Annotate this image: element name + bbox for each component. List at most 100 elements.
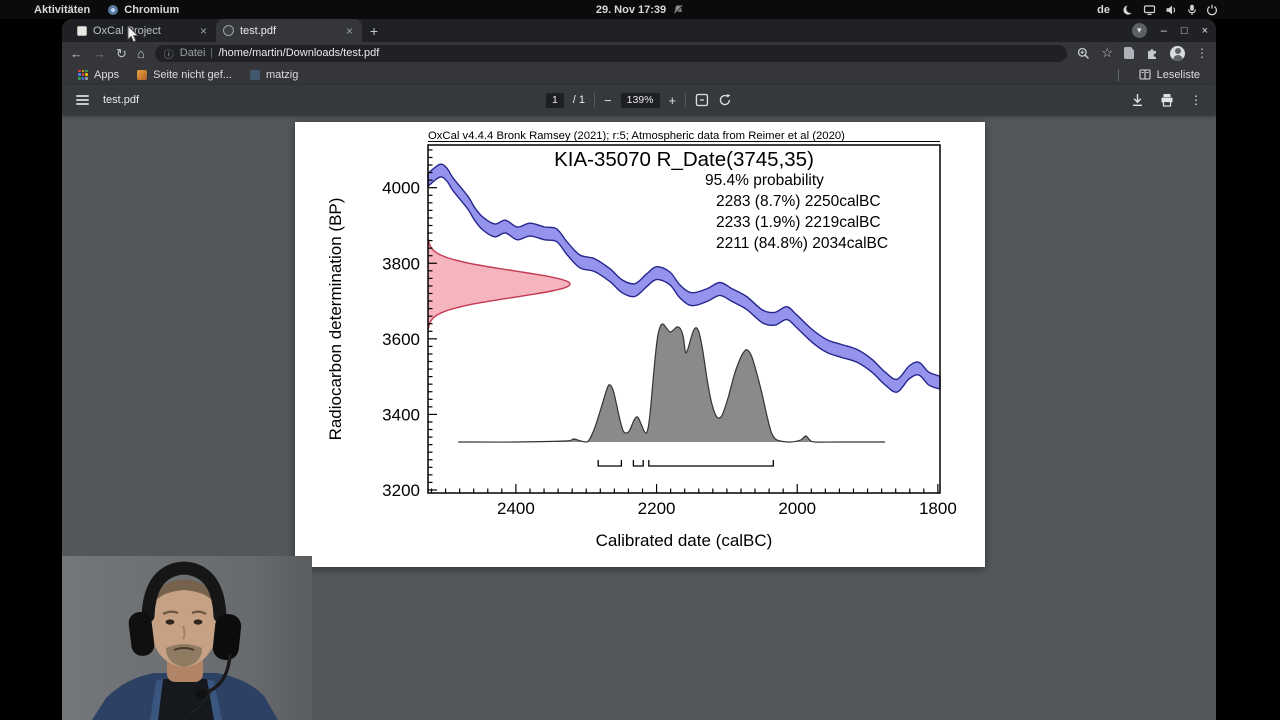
minimize-button[interactable]: – — [1160, 24, 1167, 37]
pdf-more-options-icon[interactable]: ⋮ — [1190, 93, 1202, 107]
apps-label: Apps — [94, 68, 120, 81]
gnome-top-bar: Aktivitäten Chromium 29. Nov 17:39 de — [0, 0, 1280, 19]
reading-list-label: Leseliste — [1156, 68, 1200, 81]
chromium-icon — [108, 4, 119, 15]
svg-text:1800: 1800 — [919, 499, 957, 518]
home-button[interactable]: ⌂ — [136, 45, 145, 61]
webcam-overlay — [62, 556, 312, 720]
svg-text:3200: 3200 — [382, 481, 420, 500]
tab-title: OxCal Project — [93, 24, 161, 37]
svg-text:4000: 4000 — [382, 179, 420, 198]
svg-text:95.4% probability: 95.4% probability — [705, 172, 824, 189]
pdf-toolbar: test.pdf 1 / 1 − 139% + — [62, 85, 1216, 115]
browser-menu-icon[interactable]: ⋮ — [1196, 46, 1208, 60]
download-icon[interactable] — [1131, 93, 1144, 107]
pdf-file-name: test.pdf — [103, 94, 140, 106]
clock-text: 29. Nov 17:39 — [595, 3, 667, 16]
bookmark-item-1[interactable]: Seite nicht gef... — [131, 69, 238, 81]
profile-avatar[interactable] — [1170, 45, 1185, 61]
activities-button[interactable]: Aktivitäten — [34, 3, 91, 16]
apps-shortcut[interactable]: Apps — [72, 69, 125, 81]
svg-text:KIA-35070 R_Date(3745,35): KIA-35070 R_Date(3745,35) — [554, 148, 814, 171]
oxcal-favicon — [77, 25, 87, 36]
oxcal-chart: OxCal v4.4.4 Bronk Ramsey (2021); r:5; A… — [326, 130, 957, 550]
tab-oxcal-project[interactable]: OxCal Project × — [70, 19, 216, 42]
svg-text:2000: 2000 — [778, 499, 816, 518]
bookmark-label: Seite nicht gef... — [153, 68, 232, 81]
back-button[interactable]: ← — [70, 45, 83, 61]
tab-strip: OxCal Project × test.pdf × + ▾ – □ × — [62, 19, 1216, 42]
page-count-label: / 1 — [572, 94, 586, 106]
url-separator — [211, 48, 213, 58]
svg-text:2211 (84.8%) 2034calBC: 2211 (84.8%) 2034calBC — [716, 235, 888, 252]
reload-button[interactable]: ↻ — [116, 45, 127, 61]
microphone-icon — [1188, 4, 1196, 15]
system-status-area[interactable] — [1122, 3, 1218, 16]
reading-list-button[interactable]: Leseliste — [1133, 69, 1206, 81]
svg-text:OxCal v4.4.4 Bronk Ramsey (202: OxCal v4.4.4 Bronk Ramsey (2021); r:5; A… — [428, 130, 845, 142]
bookmarks-separator — [1117, 68, 1119, 81]
maximize-button[interactable]: □ — [1180, 24, 1188, 37]
svg-text:3600: 3600 — [382, 330, 420, 349]
bookmarks-bar: Apps Seite nicht gef... matzig Leseliste — [62, 64, 1216, 85]
browser-window: OxCal Project × test.pdf × + ▾ – □ × ← →… — [62, 19, 1216, 720]
svg-text:3800: 3800 — [382, 254, 420, 273]
bookmark-favicon — [137, 69, 148, 80]
reading-mode-icon[interactable] — [1124, 47, 1134, 59]
chart-range-brackets — [597, 460, 774, 467]
extensions-puzzle-icon[interactable] — [1145, 46, 1159, 60]
pdf-menu-icon[interactable] — [76, 95, 89, 105]
zoom-in-button[interactable]: + — [668, 92, 677, 108]
browser-toolbar: ← → ↻ ⌂ ⓘ Datei /home/martin/Downloads/t… — [62, 42, 1216, 64]
svg-text:2200: 2200 — [638, 499, 676, 518]
mouse-cursor — [127, 26, 139, 43]
svg-text:Radiocarbon determination (BP): Radiocarbon determination (BP) — [326, 198, 345, 441]
info-icon[interactable]: ⓘ — [163, 49, 174, 61]
svg-text:2400: 2400 — [497, 499, 535, 518]
chart-frame-and-ticks — [427, 141, 941, 494]
pdf-page: OxCal v4.4.4 Bronk Ramsey (2021); r:5; A… — [295, 122, 985, 567]
chart-gauss-distribution — [427, 238, 571, 330]
chart-posterior-distribution — [458, 323, 886, 443]
clock-button[interactable]: 29. Nov 17:39 — [596, 4, 684, 16]
url-scheme-label: Datei — [179, 47, 206, 59]
reading-list-icon — [1139, 69, 1151, 80]
focused-app-name: Chromium — [124, 3, 180, 16]
fit-page-icon[interactable] — [695, 93, 709, 107]
svg-text:Calibrated date (calBC): Calibrated date (calBC) — [596, 531, 773, 550]
webcam-person — [62, 556, 312, 720]
tab-close-icon[interactable]: × — [345, 23, 353, 38]
focused-app-menu[interactable]: Chromium — [108, 4, 179, 16]
notifications-off-icon — [674, 4, 684, 15]
screen-share-icon — [1143, 4, 1156, 15]
svg-text:3400: 3400 — [382, 405, 420, 424]
chart-text: OxCal v4.4.4 Bronk Ramsey (2021); r:5; A… — [326, 130, 957, 550]
rotate-icon[interactable] — [718, 93, 732, 107]
address-bar[interactable]: ⓘ Datei /home/martin/Downloads/test.pdf — [154, 44, 1068, 62]
keyboard-layout-indicator[interactable]: de — [1097, 3, 1110, 16]
tab-test-pdf[interactable]: test.pdf × — [216, 19, 362, 42]
new-tab-button[interactable]: + — [369, 22, 379, 39]
zoom-icon[interactable] — [1077, 47, 1090, 60]
tab-title: test.pdf — [240, 24, 277, 37]
tab-close-icon[interactable]: × — [199, 23, 207, 38]
bookmark-star-icon[interactable]: ☆ — [1101, 45, 1113, 60]
close-window-button[interactable]: × — [1201, 24, 1208, 37]
svg-text:2233 (1.9%) 2219calBC: 2233 (1.9%) 2219calBC — [716, 214, 881, 231]
svg-text:2283 (8.7%) 2250calBC: 2283 (8.7%) 2250calBC — [716, 193, 881, 210]
power-icon — [1207, 4, 1217, 15]
night-light-icon — [1123, 3, 1134, 15]
pdf-content-area: OxCal v4.4.4 Bronk Ramsey (2021); r:5; A… — [62, 115, 1216, 720]
url-text: /home/martin/Downloads/test.pdf — [218, 47, 380, 59]
bookmark-label: matzig — [265, 68, 299, 81]
pdf-favicon — [223, 25, 234, 36]
tab-search-button[interactable]: ▾ — [1131, 23, 1147, 38]
zoom-out-button[interactable]: − — [604, 92, 612, 108]
volume-icon — [1166, 5, 1176, 14]
print-icon[interactable] — [1160, 93, 1174, 107]
zoom-level-value[interactable]: 139% — [620, 92, 660, 108]
forward-button[interactable]: → — [93, 45, 106, 61]
bookmark-item-2[interactable]: matzig — [244, 69, 304, 81]
page-number-input[interactable]: 1 — [545, 92, 564, 108]
